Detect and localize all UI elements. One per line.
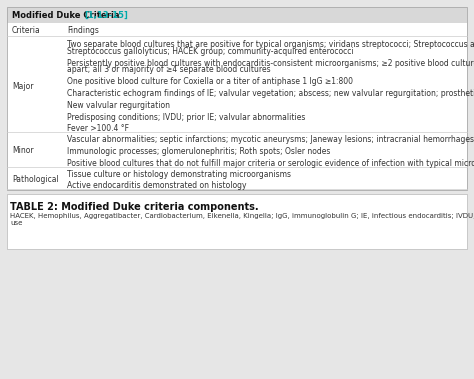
Text: Active endocarditis demonstrated on histology: Active endocarditis demonstrated on hist…	[67, 182, 246, 190]
Bar	[7, 7, 467, 190]
Bar	[7, 7, 467, 23]
Text: Modified Duke Criteria: Modified Duke Criteria	[12, 11, 122, 19]
Text: Findings: Findings	[67, 26, 99, 35]
Text: Streptococcus gallolyticus; HACEK group; community-acquired enterococci: Streptococcus gallolyticus; HACEK group;…	[67, 47, 354, 56]
Bar	[7, 194, 467, 249]
Text: New valvular regurgitation: New valvular regurgitation	[67, 101, 170, 110]
Text: Immunologic processes; glomerulonephritis; Roth spots; Osler nodes: Immunologic processes; glomerulonephriti…	[67, 147, 330, 156]
Text: Vascular abnormalities; septic infarctions; mycotic aneurysms; Janeway lesions; : Vascular abnormalities; septic infarctio…	[67, 135, 474, 144]
Text: Tissue culture or histology demonstrating microorganisms: Tissue culture or histology demonstratin…	[67, 169, 291, 179]
Text: Predisposing conditions; IVDU; prior IE; valvular abnormalities: Predisposing conditions; IVDU; prior IE;…	[67, 113, 305, 122]
Text: Pathological: Pathological	[12, 175, 59, 184]
Text: Persistently positive blood cultures with endocarditis-consistent microorganisms: Persistently positive blood cultures wit…	[67, 59, 474, 67]
Text: use: use	[10, 220, 22, 226]
Text: Fever >100.4 °F: Fever >100.4 °F	[67, 124, 129, 133]
Text: Minor: Minor	[12, 146, 34, 155]
Text: TABLE 2: Modified Duke criteria components.: TABLE 2: Modified Duke criteria componen…	[10, 202, 259, 212]
Text: Two separate blood cultures that are positive for typical organisms; viridans st: Two separate blood cultures that are pos…	[67, 40, 474, 49]
Text: Major: Major	[12, 81, 34, 91]
Text: apart; all 3 or majority of ≥4 separate blood cultures: apart; all 3 or majority of ≥4 separate …	[67, 66, 271, 74]
Text: Criteria: Criteria	[12, 26, 41, 35]
Text: One positive blood culture for Coxiella or a titer of antiphase 1 IgG ≥1:800: One positive blood culture for Coxiella …	[67, 77, 353, 86]
Text: HACEK, Hemophilus, Aggregatibacter, Cardiobacterium, Eikenella, Kingella; IgG, i: HACEK, Hemophilus, Aggregatibacter, Card…	[10, 213, 474, 219]
Bar	[7, 7, 467, 190]
Text: Characteristic echogram findings of IE; valvular vegetation; abscess; new valvul: Characteristic echogram findings of IE; …	[67, 89, 474, 98]
Text: [1,13-15]: [1,13-15]	[84, 11, 128, 19]
Text: Positive blood cultures that do not fulfill major criteria or serologic evidence: Positive blood cultures that do not fulf…	[67, 159, 474, 168]
